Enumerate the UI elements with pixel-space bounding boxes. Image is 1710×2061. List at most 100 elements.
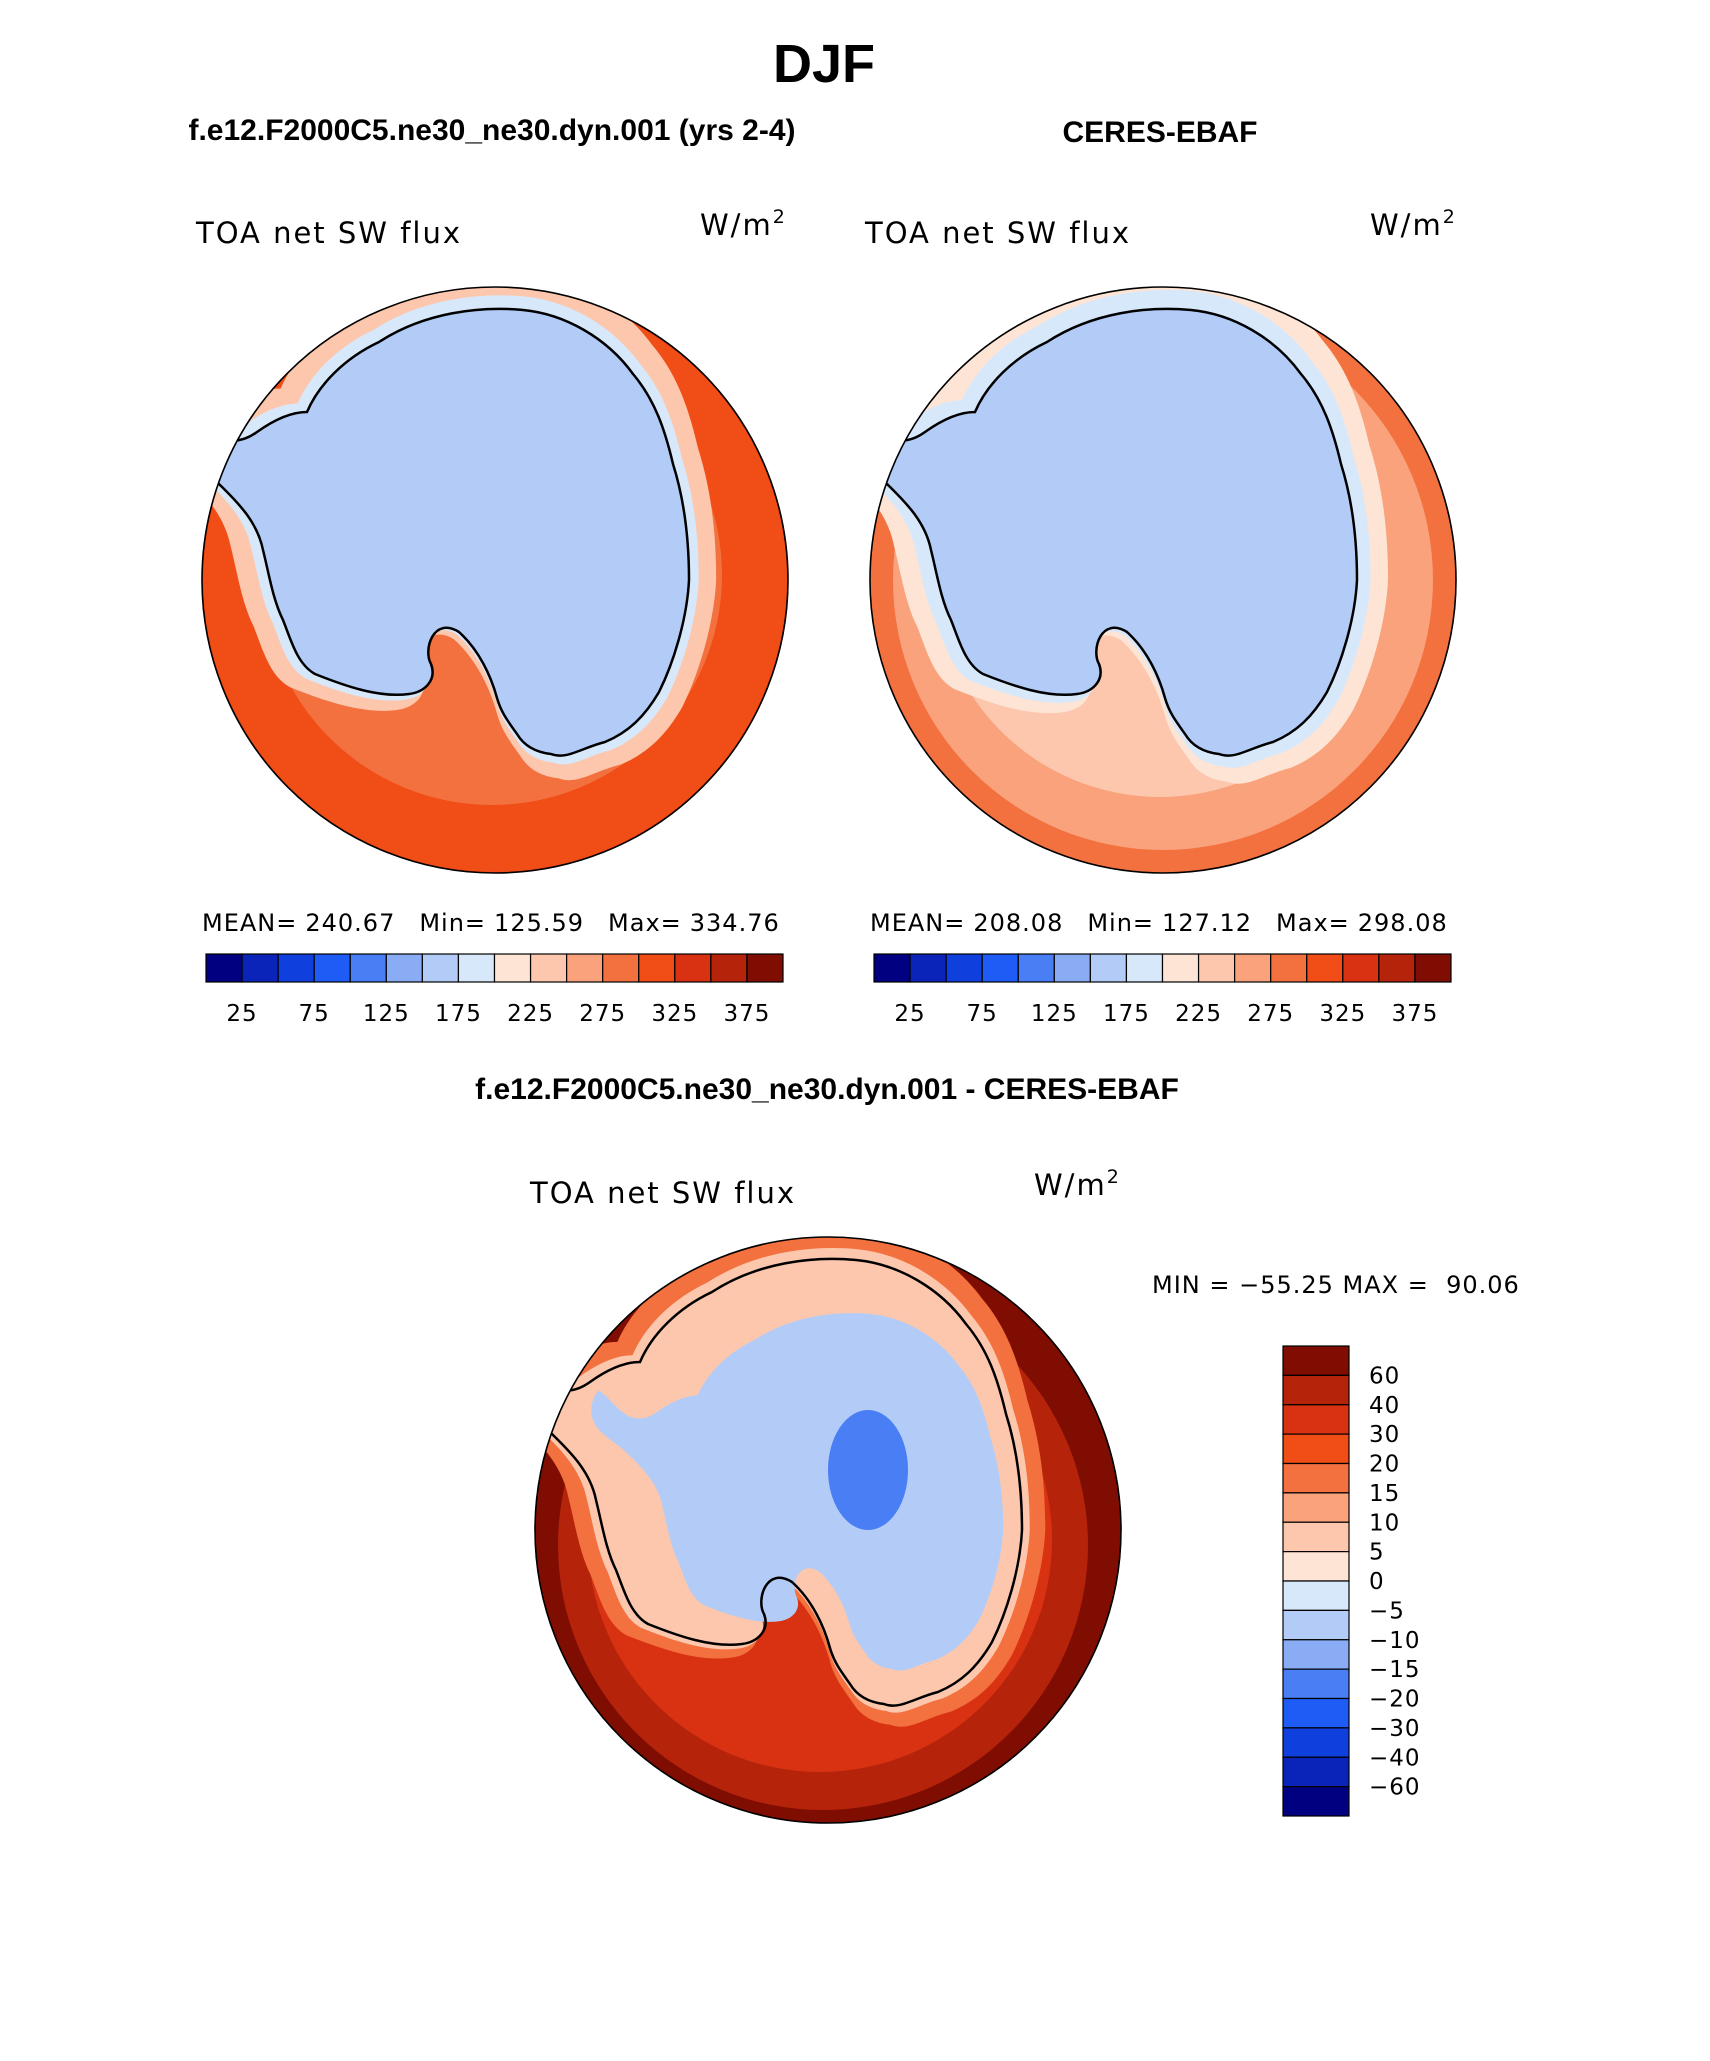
panel-a-colorbar-tick-label: 25 [226, 1001, 257, 1027]
panel-a-colorbar-tick-label: 175 [435, 1001, 482, 1027]
panel-b-colorbar-box-2 [945, 953, 983, 983]
panel-b-colorbar-box-15 [1414, 953, 1452, 983]
panel-c-colorbar-tick-label: 30 [1369, 1422, 1400, 1448]
panel-c-map-border [534, 1236, 1122, 1824]
panel-b-max-value: 298.08 [1358, 909, 1448, 937]
panel-a-colorbar: 25 75 125 175 225 275 325 375 [205, 953, 784, 1027]
panel-c-colorbar-box-6 [1282, 1609, 1350, 1641]
panel-c-colorbar-tick-label: 60 [1369, 1363, 1400, 1389]
panel-b-colorbar-tick-label: 375 [1391, 1001, 1438, 1027]
panel-b-colorbar-box-14 [1378, 953, 1416, 983]
panel-b-colorbar-box-13 [1342, 953, 1380, 983]
panel-a-max-value: 334.76 [690, 909, 780, 937]
panel-b-colorbar-box-0 [873, 953, 911, 983]
panel-c-units-exp: 2 [1107, 1166, 1121, 1188]
panel-b-max-label: Max= [1276, 909, 1350, 937]
panel-a-units-base: W/m [700, 208, 773, 242]
panel-a-colorbar-box-0 [205, 953, 243, 983]
panel-b-colorbar-box-12 [1306, 953, 1344, 983]
panel-a-colorbar-box-4 [349, 953, 387, 983]
panel-c-colorbar-box-15 [1282, 1345, 1350, 1376]
panel-a-colorbar-box-10 [566, 953, 604, 983]
panel-a-map [202, 287, 788, 873]
panel-b-colorbar-tick-label: 325 [1319, 1001, 1366, 1027]
panel-c-colorbar-box-11 [1282, 1462, 1350, 1494]
panel-b-colorbar-box-8 [1161, 953, 1200, 983]
panel-a-colorbar-box-5 [385, 953, 423, 983]
panel-b-min-value: 127.12 [1162, 909, 1252, 937]
panel-a-units: W/m2 [700, 206, 787, 242]
panel-c-region-antarctica-core [828, 1410, 908, 1530]
panel-a-colorbar-box-12 [638, 953, 676, 983]
panel-c-stats: MIN = −55.25 MAX = 90.06 [1152, 1271, 1520, 1299]
panel-b: TOA net SW flux W/m2 MEAN= 208.08 Min= 127.… [864, 206, 1457, 1027]
panel-c-map [535, 1237, 1121, 1823]
panel-b-colorbar-box-9 [1197, 953, 1236, 983]
panel-b-min-label: Min= [1087, 909, 1154, 937]
panel-a-mean-label: MEAN= [202, 909, 297, 937]
panel-a-colorbar-box-3 [313, 953, 351, 983]
panel-a-colorbar-box-7 [457, 953, 496, 983]
panel-b-units: W/m2 [1370, 206, 1457, 242]
panel-a-min-value: 125.59 [494, 909, 584, 937]
panel-a-colorbar-tick-label: 125 [363, 1001, 410, 1027]
panel-b-colorbar-box-4 [1017, 953, 1055, 983]
figure-title: DJF [773, 34, 875, 94]
panel-a-units-exp: 2 [773, 206, 787, 228]
panel-a-colorbar-box-14 [710, 953, 748, 983]
panel-c-colorbar-tick-label: 5 [1369, 1540, 1385, 1566]
panel-c-colorbar-box-7 [1282, 1580, 1350, 1611]
panel-a-colorbar-box-2 [277, 953, 315, 983]
panel-a-colorbar-tick-label: 275 [579, 1001, 626, 1027]
panel-b-colorbar-box-5 [1053, 953, 1091, 983]
panel-b-units-exp: 2 [1443, 206, 1457, 228]
panel-c-units: W/m2 [1034, 1166, 1121, 1202]
panel-c-colorbar: −60 −40 −30 −20 −15 −10 −5 0 5 10 15 20 30 40 60 [1282, 1345, 1421, 1817]
panel-b-colorbar: 25 75 125 175 225 275 325 375 [873, 953, 1452, 1027]
panel-c-title: f.e12.F2000C5.ne30_ne30.dyn.001 - CERES-… [475, 1073, 1179, 1106]
panel-b-variable-label: TOA net SW flux [864, 216, 1131, 250]
panel-c-colorbar-tick-label: −30 [1369, 1716, 1421, 1742]
panel-c-colorbar-box-1 [1282, 1756, 1350, 1788]
panel-b-mean-value: 208.08 [973, 909, 1063, 937]
panel-b-colorbar-tick-label: 75 [967, 1001, 998, 1027]
panel-b-colorbar-box-7 [1125, 953, 1164, 983]
panel-c-colorbar-box-3 [1282, 1697, 1350, 1729]
panel-c-colorbar-tick-label: 0 [1369, 1569, 1385, 1595]
panel-c: TOA net SW flux W/m2 MIN = −55.25 MAX = … [529, 1166, 1520, 1824]
panel-c-colorbar-box-9 [1282, 1521, 1350, 1553]
panel-c-colorbar-tick-label: 40 [1369, 1393, 1400, 1419]
panel-a-colorbar-box-11 [602, 953, 640, 983]
panel-a-variable-label: TOA net SW flux [195, 216, 462, 250]
panel-c-colorbar-box-10 [1282, 1492, 1350, 1523]
panel-c-colorbar-tick-label: 15 [1369, 1481, 1400, 1507]
panel-b-map [870, 287, 1456, 873]
panel-a-colorbar-box-13 [674, 953, 712, 983]
panel-c-colorbar-box-2 [1282, 1727, 1350, 1758]
panel-c-colorbar-box-13 [1282, 1404, 1350, 1435]
panel-b-title: CERES-EBAF [1062, 116, 1257, 149]
panel-a-min-label: Min= [419, 909, 486, 937]
panel-a-colorbar-box-9 [529, 953, 568, 983]
panel-a-map-border [201, 286, 789, 874]
panel-a: TOA net SW flux W/m2 MEAN= 240.67 Min= 125.… [195, 206, 789, 1027]
panel-c-colorbar-tick-label: −40 [1369, 1745, 1421, 1771]
panel-c-colorbar-box-14 [1282, 1374, 1350, 1406]
panel-a-colorbar-box-1 [241, 953, 279, 983]
panel-c-units-base: W/m [1034, 1168, 1107, 1202]
panel-b-units-base: W/m [1370, 208, 1443, 242]
panel-c-colorbar-tick-label: −60 [1369, 1775, 1421, 1801]
panel-a-colorbar-tick-label: 375 [723, 1001, 770, 1027]
panel-c-colorbar-tick-label: 10 [1369, 1510, 1400, 1536]
panel-b-colorbar-tick-label: 125 [1031, 1001, 1078, 1027]
panel-c-colorbar-tick-label: 20 [1369, 1452, 1400, 1478]
panel-b-colorbar-box-10 [1234, 953, 1272, 983]
panel-a-colorbar-box-6 [421, 953, 460, 983]
panel-c-colorbar-box-8 [1282, 1551, 1350, 1582]
panel-a-colorbar-box-8 [493, 953, 532, 983]
panel-c-variable-label: TOA net SW flux [529, 1176, 796, 1210]
panel-c-colorbar-box-4 [1282, 1668, 1350, 1700]
panel-b-stats: MEAN= 208.08 Min= 127.12 Max= 298.08 [870, 909, 1448, 937]
panel-a-stats: MEAN= 240.67 Min= 125.59 Max= 334.76 [202, 909, 780, 937]
panel-a-colorbar-tick-label: 325 [651, 1001, 698, 1027]
